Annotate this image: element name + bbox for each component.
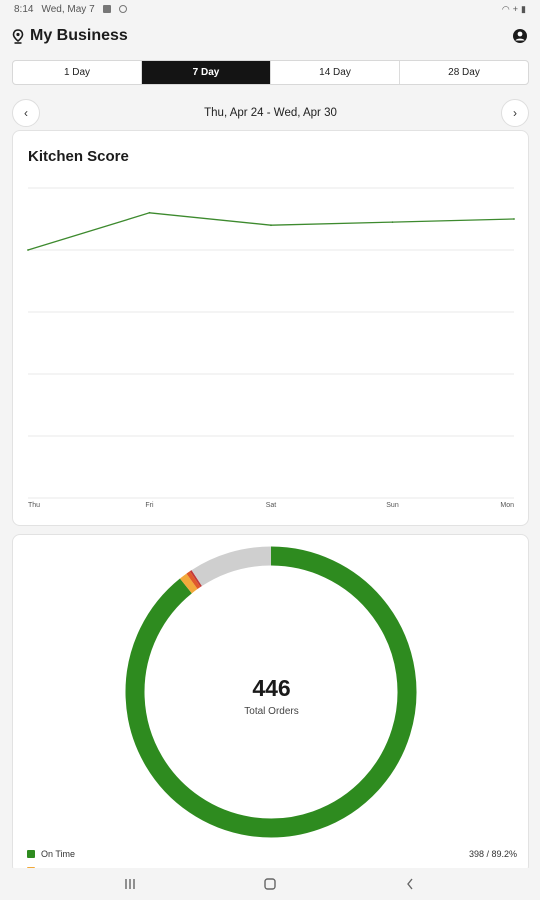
tab-28-day[interactable]: 28 Day bbox=[448, 67, 480, 78]
signal-icon: + bbox=[512, 4, 519, 14]
x-tick-label: Sat bbox=[266, 502, 277, 509]
x-tick-label: Fri bbox=[145, 502, 154, 509]
tab-1-day[interactable]: 1 Day bbox=[13, 61, 142, 84]
legend-swatch-on-time bbox=[27, 850, 35, 858]
kitchen-score-chart: Thu Fri Sat Sun Mon bbox=[27, 187, 515, 509]
gallery-icon bbox=[102, 5, 111, 13]
previous-range-button[interactable]: ‹ bbox=[12, 99, 40, 127]
date-range-nav: ‹ Thu, Apr 24 - Wed, Apr 30 › bbox=[12, 99, 529, 127]
chevron-left-icon: ‹ bbox=[24, 106, 28, 120]
total-orders-value: 446 bbox=[252, 675, 291, 701]
data-point bbox=[513, 218, 515, 220]
status-time: 8:14 bbox=[14, 3, 34, 15]
account-icon[interactable] bbox=[512, 28, 528, 44]
legend-label-on-time: On Time bbox=[41, 849, 76, 859]
recent-apps-icon bbox=[125, 879, 135, 889]
orders-donut-chart bbox=[125, 546, 417, 838]
data-point bbox=[391, 221, 394, 223]
location-pin-icon bbox=[12, 28, 24, 44]
chevron-right-icon: › bbox=[513, 106, 517, 120]
home-button[interactable] bbox=[250, 872, 290, 896]
kitchen-score-title: Kitchen Score bbox=[28, 148, 129, 165]
system-nav-bar bbox=[0, 868, 540, 900]
date-range-label: Thu, Apr 24 - Wed, Apr 30 bbox=[204, 107, 337, 119]
settings-icon bbox=[118, 5, 127, 13]
back-icon bbox=[407, 878, 413, 890]
x-tick-label: Mon bbox=[500, 502, 514, 509]
x-tick-label: Sun bbox=[386, 502, 399, 509]
battery-icon: ▮ bbox=[521, 3, 526, 14]
home-icon bbox=[264, 878, 276, 890]
app-header: My Business bbox=[12, 24, 528, 48]
data-point bbox=[270, 224, 272, 227]
next-range-button[interactable]: › bbox=[501, 99, 529, 127]
status-bar: 8:14 Wed, May 7 ◠ + ▮ bbox=[0, 0, 540, 18]
tab-14-day[interactable]: 14 Day bbox=[271, 61, 400, 84]
data-point bbox=[148, 211, 151, 214]
period-tabs: 1 Day 7 Day 14 Day 28 Day bbox=[12, 60, 529, 85]
donut-slice bbox=[189, 570, 202, 588]
back-button[interactable] bbox=[390, 872, 430, 896]
data-point bbox=[27, 249, 29, 251]
series-line bbox=[27, 212, 515, 251]
orders-card: 446 Total Orders On Time 398 / 89.2% bbox=[12, 534, 529, 874]
legend-value-on-time: 398 / 89.2% bbox=[468, 849, 517, 859]
donut-slice bbox=[179, 573, 198, 594]
donut-slice bbox=[186, 571, 201, 590]
legend-row-on-time: On Time 398 / 89.2% bbox=[27, 849, 517, 859]
recent-apps-button[interactable] bbox=[110, 872, 150, 896]
x-tick-label: Thu bbox=[28, 502, 40, 509]
donut-slice bbox=[125, 546, 417, 838]
wifi-icon: ◠ bbox=[501, 3, 510, 14]
total-orders-label: Total Orders bbox=[244, 706, 299, 717]
page-title: My Business bbox=[30, 27, 128, 44]
donut-slice bbox=[191, 546, 272, 587]
kitchen-score-card: Thu Fri Sat Sun Mon Kitchen Score bbox=[12, 130, 529, 526]
status-date: Wed, May 7 bbox=[41, 3, 95, 15]
tab-7-day[interactable]: 7 Day bbox=[142, 61, 271, 84]
